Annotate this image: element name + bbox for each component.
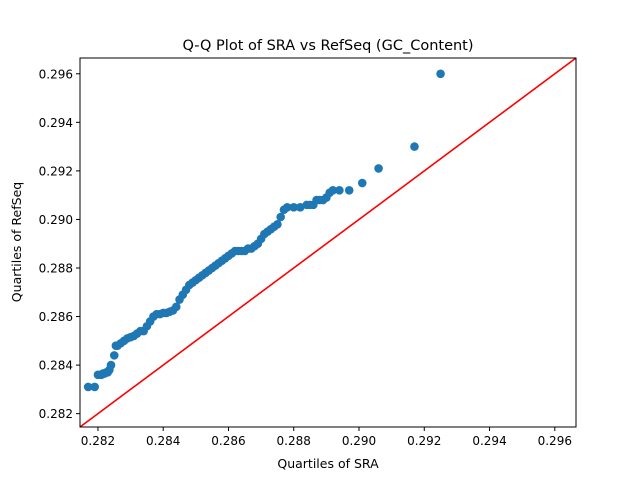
data-point (109, 351, 119, 360)
data-point (273, 219, 282, 229)
plot-area (80, 58, 576, 427)
x-axis-ticks: 0.282 0.284 0.286 0.288 0.290 0.292 0.294 0.296 (81, 427, 572, 448)
x-tick-label: 0.288 (277, 434, 311, 448)
data-point (295, 203, 305, 212)
data-point (436, 69, 445, 79)
chart-title: Q-Q Plot of SRA vs RefSeq (GC_Content) (182, 38, 473, 54)
x-tick-label: 0.282 (81, 434, 115, 448)
x-tick-label: 0.294 (472, 434, 506, 448)
y-tick-label: 0.290 (39, 213, 73, 227)
data-point (276, 212, 285, 222)
data-point (90, 382, 99, 392)
y-axis-label: Quartiles of RefSeq (9, 182, 24, 302)
data-point (83, 382, 93, 392)
x-tick-label: 0.290 (342, 434, 376, 448)
data-point (357, 178, 367, 188)
y-tick-label: 0.296 (39, 67, 73, 81)
x-tick-label: 0.296 (538, 434, 572, 448)
y-tick-label: 0.284 (39, 359, 73, 373)
y-tick-label: 0.282 (39, 407, 73, 421)
y-tick-label: 0.292 (39, 164, 73, 178)
data-point (328, 186, 338, 195)
data-point (335, 186, 344, 195)
y-axis-ticks: 0.282 0.284 0.286 0.288 0.290 0.292 0.294 0.296 (39, 67, 80, 421)
y-tick-label: 0.288 (39, 261, 73, 275)
plot-frame (79, 57, 577, 428)
data-point (171, 302, 181, 312)
y-tick-label: 0.286 (39, 310, 73, 324)
x-tick-label: 0.286 (211, 434, 245, 448)
data-point (289, 203, 299, 212)
data-point (282, 203, 292, 212)
x-tick-label: 0.292 (407, 434, 441, 448)
data-point (410, 142, 419, 151)
y-tick-label: 0.294 (39, 116, 73, 130)
data-point (106, 360, 116, 370)
data-point (374, 164, 383, 173)
x-axis-label: Quartiles of SRA (277, 456, 379, 471)
data-point (344, 186, 354, 195)
reference-line (80, 58, 576, 427)
x-tick-label: 0.284 (146, 434, 180, 448)
